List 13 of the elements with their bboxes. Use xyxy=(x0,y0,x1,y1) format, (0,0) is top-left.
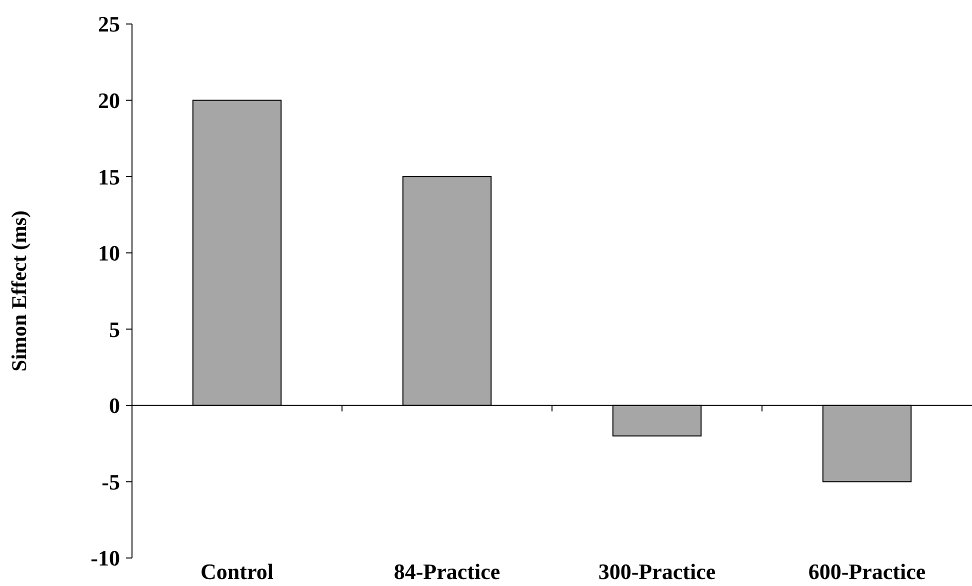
y-tick-label: 25 xyxy=(98,12,120,37)
y-tick-label: 5 xyxy=(109,316,120,342)
x-tick-label: 84-Practice xyxy=(394,559,500,584)
y-tick-label: 0 xyxy=(109,393,120,418)
y-tick-label: 10 xyxy=(98,240,120,266)
x-tick-label: 600-Practice xyxy=(808,559,926,584)
x-tick-label: Control xyxy=(200,559,274,584)
y-tick-label: -5 xyxy=(102,469,120,494)
y-tick-label: -10 xyxy=(90,546,120,571)
x-tick-label: 300-Practice xyxy=(598,559,716,584)
y-tick-label: 15 xyxy=(98,164,120,190)
y-axis-title: Simon Effect (ms) xyxy=(7,210,31,372)
y-tick-label: 20 xyxy=(98,88,120,113)
